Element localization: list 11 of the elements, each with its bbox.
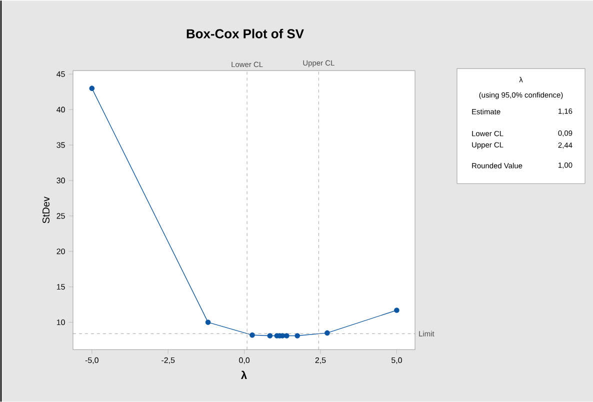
point	[324, 330, 330, 336]
point	[89, 86, 95, 91]
point	[267, 333, 273, 338]
point	[205, 320, 211, 325]
point	[250, 332, 255, 338]
x-axis-title: λ	[241, 370, 247, 379]
point	[284, 333, 290, 338]
chart-title: Box-Cox Plot of SV	[186, 28, 304, 38]
point	[394, 308, 400, 313]
point	[294, 333, 300, 338]
y-axis-title: StDev	[42, 196, 50, 224]
